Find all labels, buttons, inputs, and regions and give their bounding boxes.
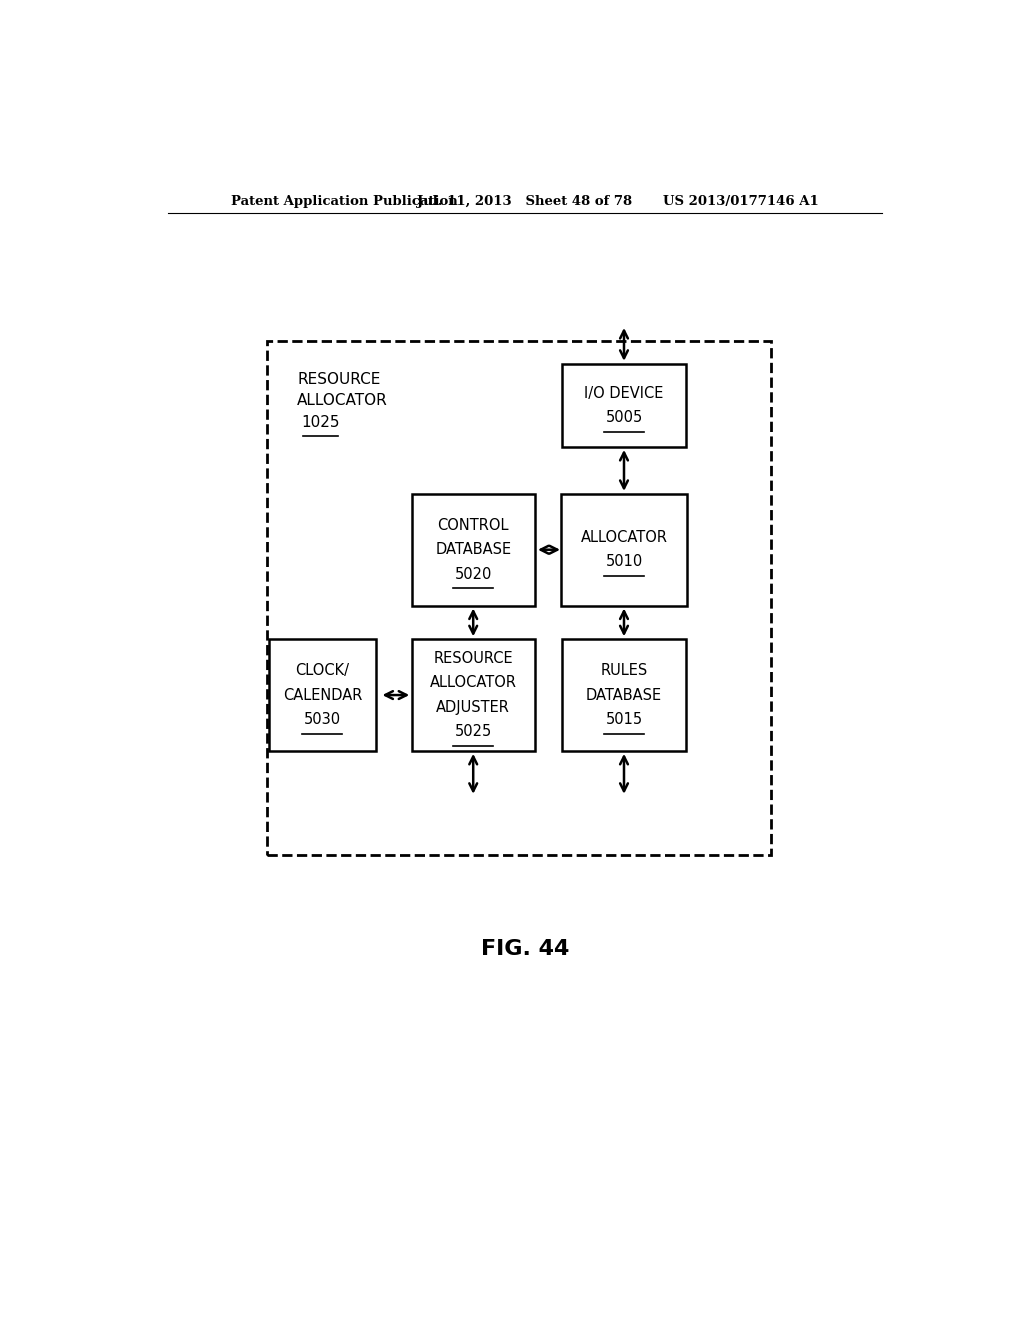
Bar xyxy=(267,342,771,854)
Text: 5005: 5005 xyxy=(605,411,643,425)
Text: RESOURCE: RESOURCE xyxy=(433,651,513,667)
Text: RESOURCE
ALLOCATOR: RESOURCE ALLOCATOR xyxy=(297,372,388,408)
Text: 5020: 5020 xyxy=(455,566,492,582)
Text: DATABASE: DATABASE xyxy=(435,543,511,557)
Text: CALENDAR: CALENDAR xyxy=(283,688,362,702)
Text: RULES: RULES xyxy=(600,663,647,678)
Text: 1025: 1025 xyxy=(302,414,340,429)
Text: CONTROL: CONTROL xyxy=(437,517,509,533)
Text: 5015: 5015 xyxy=(605,711,643,727)
Text: FIG. 44: FIG. 44 xyxy=(480,939,569,960)
Text: I/O DEVICE: I/O DEVICE xyxy=(585,385,664,401)
Bar xyxy=(269,639,376,751)
Text: Patent Application Publication: Patent Application Publication xyxy=(231,194,458,207)
Bar xyxy=(412,494,535,606)
Text: ADJUSTER: ADJUSTER xyxy=(436,700,510,714)
Bar xyxy=(562,639,685,751)
Bar xyxy=(412,639,535,751)
Text: 5025: 5025 xyxy=(455,725,492,739)
Text: Jul. 11, 2013   Sheet 48 of 78: Jul. 11, 2013 Sheet 48 of 78 xyxy=(417,194,633,207)
Text: 5010: 5010 xyxy=(605,554,643,569)
Text: ALLOCATOR: ALLOCATOR xyxy=(581,531,668,545)
Text: DATABASE: DATABASE xyxy=(586,688,663,702)
Text: ALLOCATOR: ALLOCATOR xyxy=(430,676,517,690)
Bar xyxy=(560,494,687,606)
Text: US 2013/0177146 A1: US 2013/0177146 A1 xyxy=(663,194,818,207)
Bar xyxy=(562,364,685,447)
Text: 5030: 5030 xyxy=(304,711,341,727)
Text: CLOCK/: CLOCK/ xyxy=(296,663,349,678)
